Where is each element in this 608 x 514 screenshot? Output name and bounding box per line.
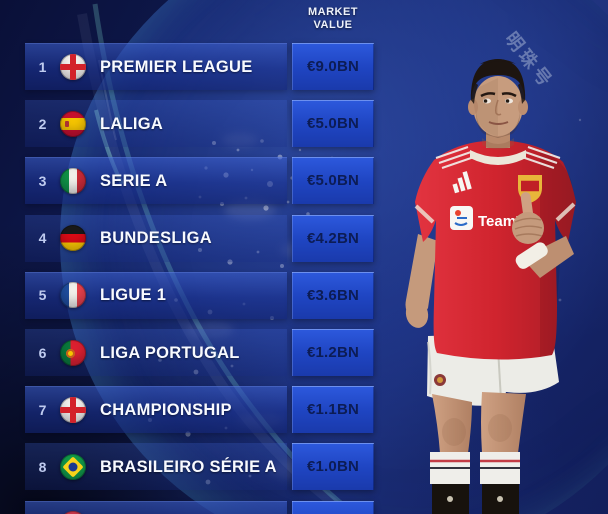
row-value-box: €1.2BN	[292, 329, 374, 376]
row-value-box: €5.0BN	[292, 100, 374, 148]
table-row: 3 SERIE A €5.0BN	[25, 157, 374, 205]
row-value: €3.6BN	[306, 286, 360, 304]
row-league-name: LIGA PORTUGAL	[100, 342, 240, 362]
row-league-name: LALIGA	[100, 113, 164, 133]
row-value-box: €5.0BN	[292, 157, 374, 205]
row-league-name: BRASILEIRO SÉRIE A	[100, 456, 277, 476]
shoulder-stripes	[435, 146, 561, 169]
row-value: €4.2BN	[306, 229, 360, 247]
row-value-box: €1.1BN	[292, 386, 374, 434]
row-value: €5.0BN	[306, 172, 360, 190]
row-value: €1.1BN	[306, 401, 360, 419]
player-thumbs-up-arm	[512, 192, 574, 278]
row-value-box: €3.6BN	[292, 271, 374, 319]
player-photo: TeamVi	[405, 59, 576, 514]
row-league-name: LIGUE 1	[100, 285, 167, 305]
flag-icon	[60, 453, 86, 480]
row-label-bar	[25, 500, 287, 514]
player-jersey: TeamVi	[414, 141, 576, 360]
row-value-box	[292, 500, 374, 514]
row-value: €1.0BN	[306, 458, 360, 476]
row-rank: 6	[38, 344, 47, 361]
flag-icon	[60, 396, 86, 423]
row-value: €1.2BN	[306, 344, 360, 361]
row-label-bar: 5 LIGUE 1	[25, 271, 287, 319]
row-rank: 3	[38, 172, 47, 189]
flag-icon	[60, 225, 86, 252]
row-rank: 1	[38, 58, 47, 75]
row-rank: 4	[38, 230, 47, 247]
row-value-box: €4.2BN	[292, 214, 374, 262]
row-label-bar: 3 SERIE A	[25, 157, 287, 205]
player-socks	[430, 452, 520, 514]
row-league-name: SERIE A	[100, 170, 168, 190]
jersey-collar	[470, 150, 526, 165]
value-column-header-line2: VALUE	[313, 19, 353, 31]
table-row: 6 LIGA PORTUGAL €1.2BN	[25, 329, 374, 376]
value-column-header-line1: MARKET	[307, 6, 359, 18]
row-rank: 8	[38, 458, 47, 475]
flag-icon	[60, 110, 86, 137]
row-rank: 5	[38, 287, 47, 304]
flag-icon	[60, 339, 86, 366]
player-head	[468, 59, 528, 138]
table-row: 1 PREMIER LEAGUE €9.0BN	[25, 43, 374, 90]
row-value: €9.0BN	[306, 58, 360, 75]
row-label-bar: 6 LIGA PORTUGAL	[25, 329, 287, 376]
jersey-adidas-logo	[452, 171, 472, 194]
flag-icon	[60, 511, 86, 514]
row-league-name: PREMIER LEAGUE	[100, 56, 253, 76]
row-value-box: €1.0BN	[292, 443, 374, 491]
row-value: €5.0BN	[306, 115, 360, 133]
row-league-name: CHAMPIONSHIP	[100, 399, 232, 419]
table-row: 5 LIGUE 1 €3.6BN	[25, 271, 374, 319]
row-league-name: BUNDESLIGA	[100, 228, 212, 248]
row-label-bar: 1 PREMIER LEAGUE	[25, 43, 287, 90]
flag-icon	[60, 282, 86, 309]
flag-icon	[60, 167, 86, 194]
player-legs	[432, 392, 526, 453]
table-row	[25, 500, 374, 514]
row-label-bar: 7 CHAMPIONSHIP	[25, 386, 287, 434]
row-label-bar: 8 BRASILEIRO SÉRIE A	[25, 443, 287, 491]
player-left-arm	[405, 234, 438, 328]
wristband	[515, 242, 548, 269]
table-row: 2 LALIGA €5.0BN	[25, 100, 374, 148]
flag-icon	[60, 53, 86, 80]
table-row: 8 BRASILEIRO SÉRIE A €1.0BN	[25, 443, 374, 491]
table-row: 7 CHAMPIONSHIP €1.1BN	[25, 386, 374, 434]
row-label-bar: 4 BUNDESLIGA	[25, 214, 287, 262]
row-rank: 7	[38, 401, 47, 418]
value-column-header: MARKET VALUE	[292, 6, 374, 32]
row-rank: 2	[38, 115, 47, 132]
row-value-box: €9.0BN	[292, 43, 374, 90]
table-row: 4 BUNDESLIGA €4.2BN	[25, 214, 374, 262]
row-label-bar: 2 LALIGA	[25, 100, 287, 148]
